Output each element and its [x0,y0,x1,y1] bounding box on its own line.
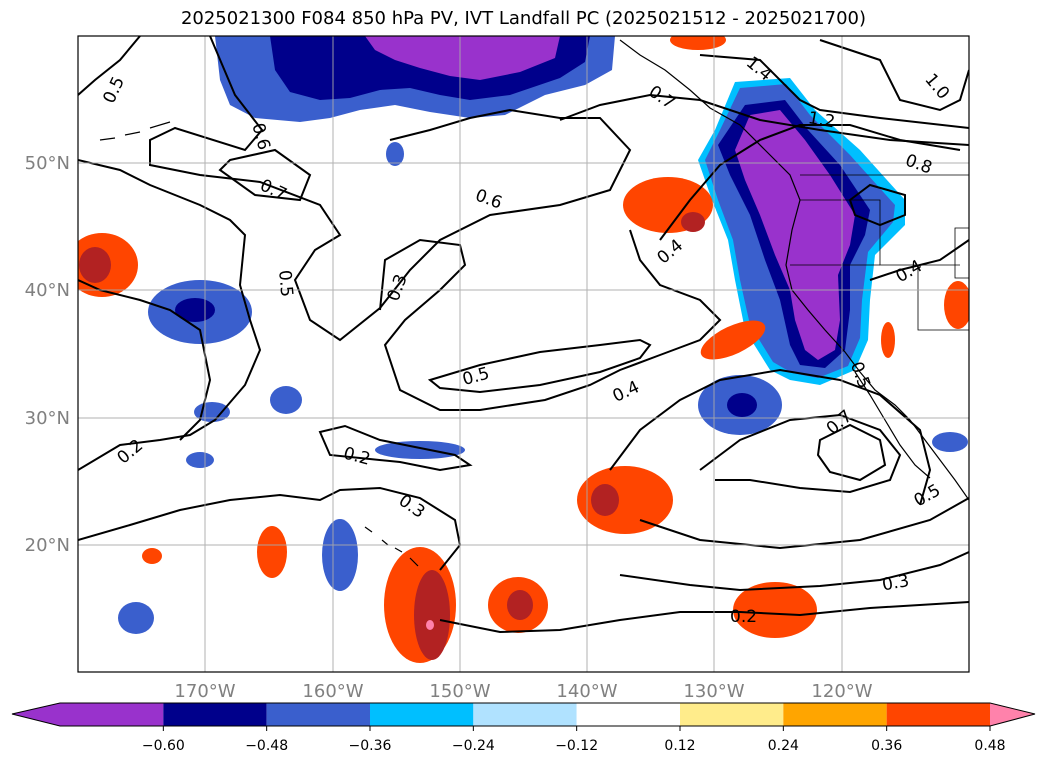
lon-label: 150°W [429,681,490,702]
positive-pv-region [670,36,726,50]
contour-line [819,39,969,112]
contour-line [78,486,462,571]
lon-label: 140°W [556,681,617,702]
negative-pv-region-small [186,452,214,468]
negative-pv-region-small [118,602,154,634]
negative-pv-region-small [727,393,757,417]
lat-label: 50°N [25,153,70,174]
gridlines [78,36,969,672]
contour-line [609,368,932,506]
colorbar-segment [163,703,267,726]
colorbar-tick-label: −0.48 [245,738,288,754]
contour-line [427,338,652,394]
positive-pv-region [681,212,705,232]
latitude-labels: 50°N 40°N 30°N 20°N [25,153,70,556]
negative-pv-region-small [386,142,404,166]
contour-line [218,148,312,202]
positive-pv-region [733,582,817,638]
contour-line [318,424,473,472]
lat-label: 30°N [25,408,70,429]
negative-pv-region-small [270,386,302,414]
colorbar-segment [473,703,577,726]
colorbar-tick-label: −0.24 [452,738,495,754]
colorbar-tick-label: −0.36 [349,738,392,754]
colorbar-tick-label: −0.60 [142,738,185,754]
ivt-contours [78,36,969,634]
aleutian-islands [99,121,171,141]
contour-line [559,93,969,146]
contour-line [659,124,961,241]
contour-label: 0.2 [730,607,757,627]
colorbar-outline [11,702,1036,727]
colorbar-segment [783,703,887,726]
negative-pv-region-small [322,519,358,591]
positive-pv-region [700,320,766,360]
contour-line [639,497,969,550]
contour-line [848,183,906,227]
positive-pv-region [426,620,434,630]
longitude-labels: 170°W 160°W 150°W 140°W 130°W 120°W [174,681,872,702]
positive-pv-region [577,466,673,534]
contour-line [816,423,887,482]
positive-pv-region-west-core [79,247,111,283]
colorbar-segments [12,703,1035,726]
contour-line [78,159,262,471]
contour-line [78,279,212,441]
negative-pv-region-small [932,432,968,452]
colorbar-segment [266,703,370,726]
contour-label: 1.2 [806,108,836,132]
contour-line [699,54,969,129]
contour-line [78,36,141,96]
positive-pv-region [142,548,162,564]
positive-pv-region [414,570,450,660]
positive-pv-region [881,322,895,358]
contour-line [699,413,902,494]
contour-line [439,601,969,634]
map-title: 2025021300 F084 850 hPa PV, IVT Landfall… [180,8,867,29]
colorbar-tick-label: 0.24 [768,738,799,754]
colorbar-segment [680,703,784,726]
lon-label: 160°W [302,681,363,702]
colorbar: −0.60 −0.48 −0.36 −0.24 −0.12 0.12 0.24 0.36 0.4… [11,702,1036,754]
lon-label: 170°W [174,681,235,702]
colorbar-segment [370,703,474,726]
colorbar-segment [576,703,680,726]
colorbar-extend-min [12,703,164,726]
border-line [917,265,969,331]
positive-pv-region [507,590,533,620]
contour-line [149,36,632,342]
colorbar-tick-label: −0.12 [555,738,598,754]
negative-pv-region-small [375,441,465,459]
colorbar-tick-label: 0.48 [974,738,1005,754]
lon-label: 120°W [811,681,872,702]
pv-shading [78,36,969,663]
colorbar-tick-label: 0.36 [871,738,902,754]
colorbar-tick-label: 0.12 [664,738,695,754]
negative-pv-region-coast-max [735,110,855,360]
colorbar-segment [886,703,990,726]
border-line [954,227,969,279]
negative-pv-region-north-max [365,36,560,80]
contour-label: 0.3 [881,571,911,595]
lon-label: 130°W [683,681,744,702]
colorbar-extend-max [990,703,1035,726]
contour-line [619,551,969,592]
positive-pv-region [591,484,619,516]
lat-label: 40°N [25,280,70,301]
positive-pv-region [257,526,287,578]
lat-label: 20°N [25,535,70,556]
map-frame [77,35,970,673]
contour-line [869,239,969,281]
contour-label: 0.5 [274,269,296,298]
positive-pv-region [944,281,969,329]
colorbar-ticks: −0.60 −0.48 −0.36 −0.24 −0.12 0.12 0.24 0.36 0.4… [142,726,1006,754]
contour-line [379,229,722,411]
hawaii-islands [364,526,419,567]
